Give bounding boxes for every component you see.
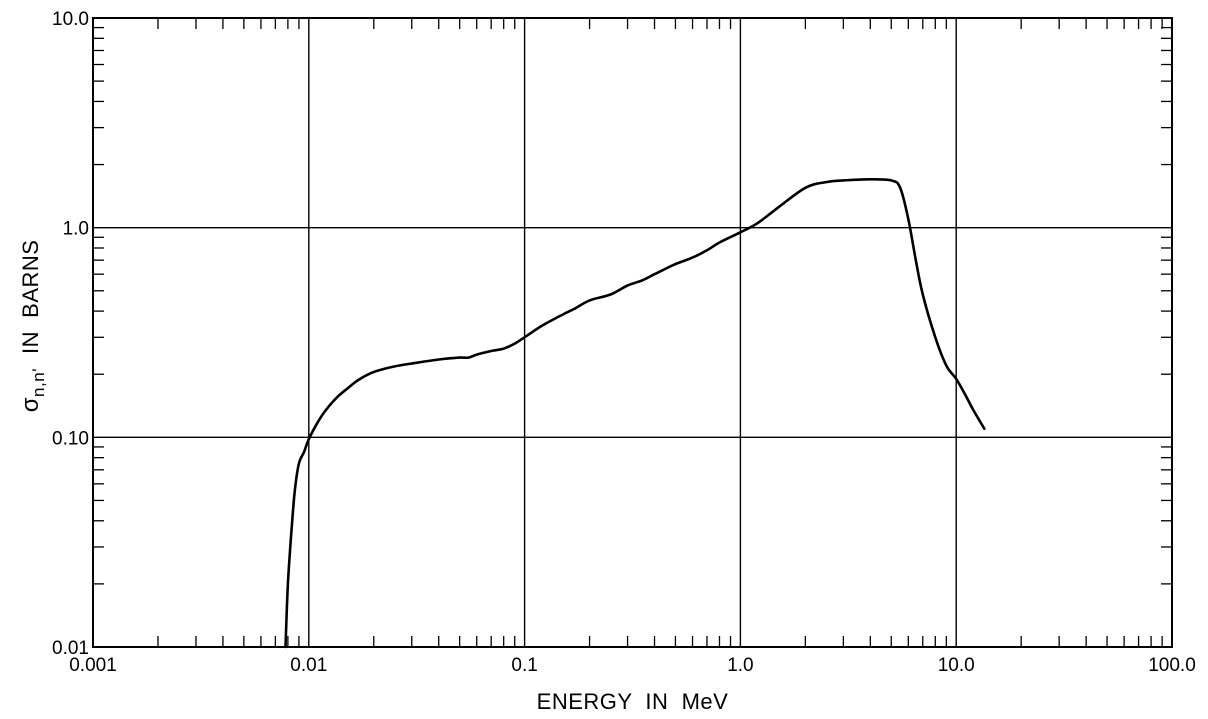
y-tick-label: 0.10 [52,428,89,449]
y-tick-label: 10.0 [52,9,89,30]
grid [93,18,1172,647]
y-tick-label: 0.01 [52,638,89,659]
y-axis-title: σn,n' IN BARNS [17,220,48,446]
x-tick-label: 10.0 [938,655,975,676]
x-tick-label: 0.1 [511,655,537,676]
y-axis-symbol: σ [17,397,44,412]
y-axis-text: IN BARNS [18,240,43,355]
x-axis-title: ENERGY IN MeV [537,689,729,714]
plot-frame [92,17,1173,648]
y-tick-label: 1.0 [63,219,89,240]
y-tick-labels: 0.01 0.10 1.0 10.0 [52,9,89,659]
series-line [284,177,986,649]
x-tick-label: 0.001 [69,655,117,676]
y-axis-subscript: n,n' [29,368,48,397]
x-tick-labels: 0.001 0.01 0.1 1.0 10.0 100.0 [69,655,1196,676]
x-tick-label: 1.0 [727,655,753,676]
minor-ticks [93,18,1172,647]
x-tick-label: 100.0 [1148,655,1196,676]
x-tick-label: 0.01 [290,655,327,676]
